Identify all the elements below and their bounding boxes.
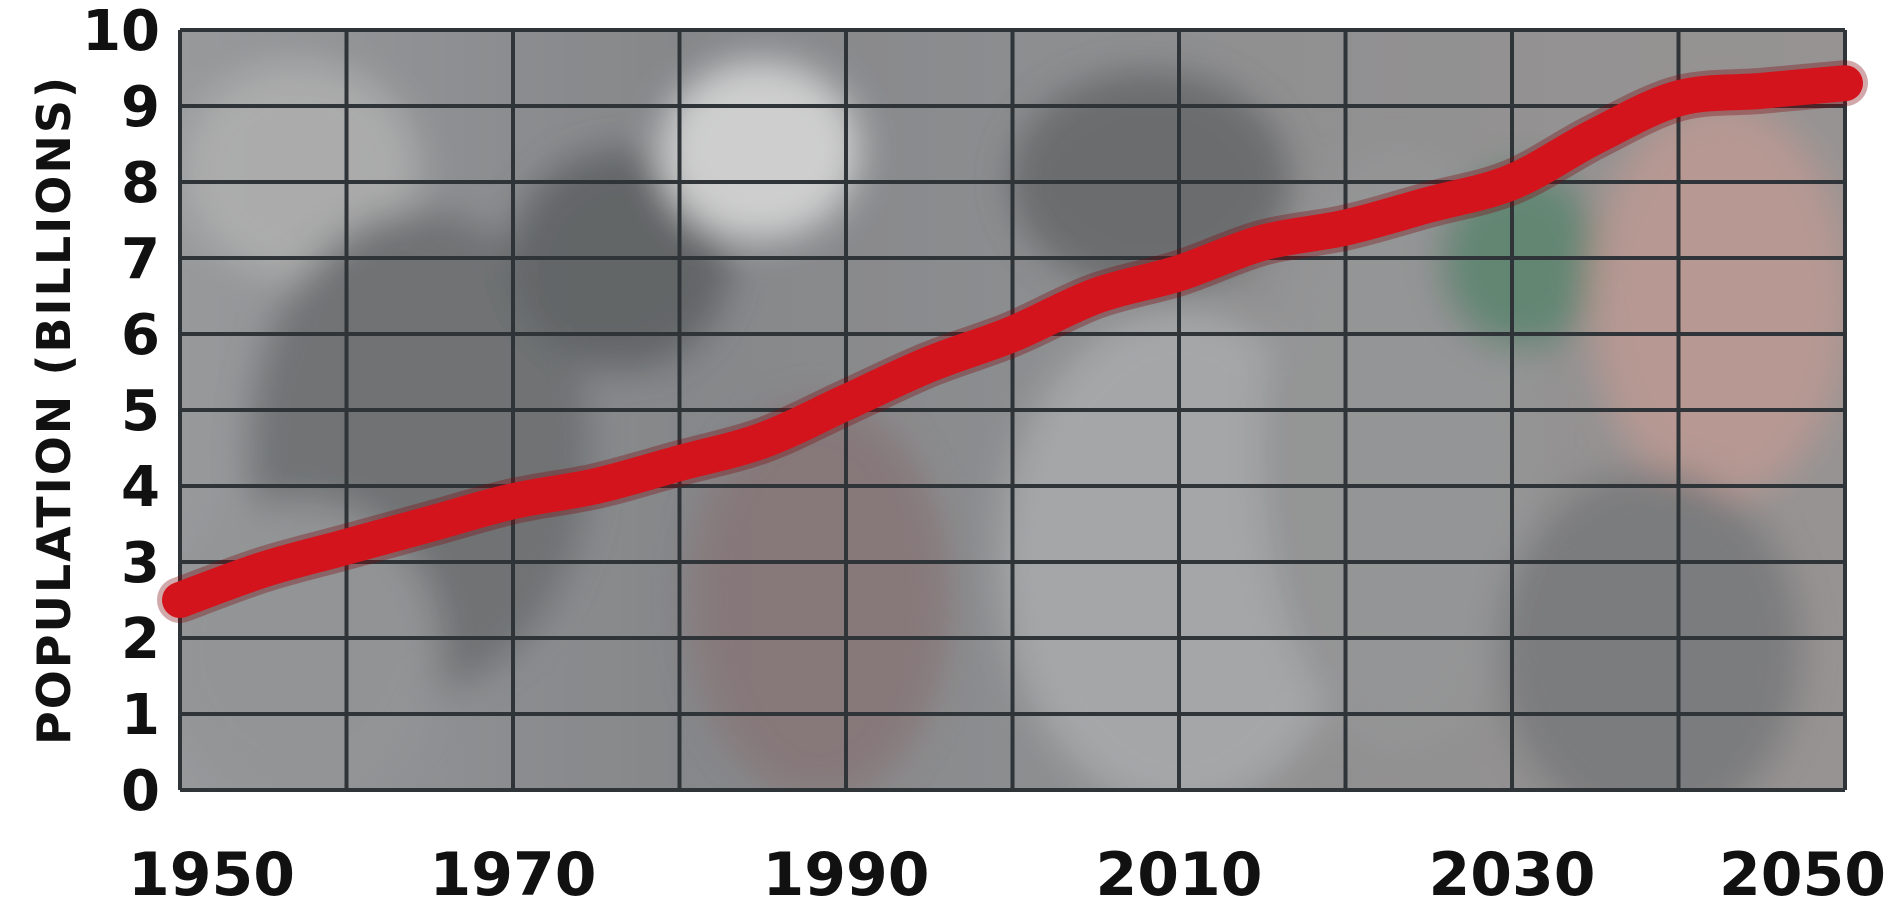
y-tick-label-3: 3 (121, 531, 160, 596)
y-axis-ticks: 0 1 2 3 4 5 6 7 8 9 10 (82, 0, 160, 824)
y-tick-label-4: 4 (121, 455, 160, 520)
x-tick-label-2050: 2050 (1719, 840, 1886, 906)
y-tick-label-0: 0 (121, 759, 160, 824)
x-tick-label-1990: 1990 (763, 840, 930, 906)
y-tick-label-9: 9 (121, 75, 160, 140)
x-tick-label-2030: 2030 (1429, 840, 1596, 906)
x-axis-ticks: 1950 1970 1990 2010 2030 2050 (128, 840, 1886, 906)
series-line-0 (162, 65, 1863, 618)
grid-lines (178, 28, 1847, 792)
x-tick-label-2010: 2010 (1096, 840, 1263, 906)
y-tick-label-5: 5 (121, 379, 160, 444)
y-tick-label-6: 6 (121, 303, 160, 368)
x-tick-label-1970: 1970 (430, 840, 597, 906)
x-tick-label-1950: 1950 (128, 840, 295, 906)
y-axis-title: POPULATION (BILLIONS) (27, 75, 81, 745)
y-tick-label-7: 7 (121, 227, 160, 292)
y-tick-label-8: 8 (121, 151, 160, 216)
y-tick-label-1: 1 (121, 683, 160, 748)
y-tick-label-2: 2 (121, 607, 160, 672)
series-layer (157, 60, 1868, 623)
y-tick-label-10: 10 (82, 0, 160, 64)
